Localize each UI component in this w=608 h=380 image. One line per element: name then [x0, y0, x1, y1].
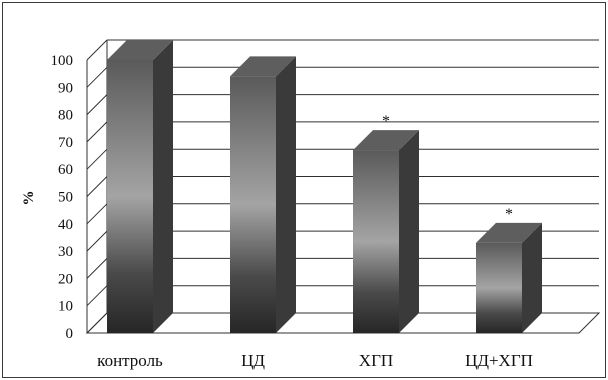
grid-diagonal [86, 176, 108, 197]
grid-diagonal [86, 285, 108, 307]
y-tick-label: 40 [58, 217, 73, 233]
y-tick-label: 30 [58, 244, 73, 260]
bar-top [230, 56, 296, 77]
grid-diagonal [86, 230, 108, 252]
y-tick-label: 80 [58, 108, 73, 124]
y-tick-label: 10 [58, 299, 73, 315]
grid-diagonal [86, 148, 108, 170]
y-tick-label: 50 [58, 190, 73, 206]
grid-diagonal [86, 121, 108, 143]
bar: * [476, 206, 542, 333]
grid-diagonal [86, 66, 108, 88]
grid-diagonal [86, 94, 108, 115]
grid-diagonal [86, 39, 108, 61]
bar-front [353, 150, 399, 333]
bar-side [522, 222, 542, 333]
x-axis-labels: контроль ЦД ХГП ЦД+ХГП [97, 351, 533, 370]
y-tick-label: 90 [58, 80, 73, 96]
significance-marker: * [382, 113, 390, 130]
y-tick-label: 0 [66, 326, 74, 342]
bar [230, 56, 296, 333]
grid-diagonal [86, 203, 108, 225]
grid-diagonal [86, 258, 108, 279]
y-axis-label: % [21, 191, 37, 206]
bar-top [107, 40, 173, 60]
bar-side [399, 130, 419, 333]
significance-marker: * [505, 206, 513, 223]
y-tick-label: 100 [51, 53, 74, 69]
bar-top [476, 222, 542, 243]
bar-front [107, 60, 153, 333]
x-category-label: ХГП [359, 351, 393, 370]
bar-top [353, 130, 419, 151]
bar-front [230, 76, 276, 333]
x-category-label: ЦД [241, 351, 265, 370]
chart-floor [85, 312, 601, 334]
y-axis-ticks: 0 10 20 30 40 50 60 70 80 90 100 [51, 53, 74, 342]
bar [107, 40, 173, 333]
floor-outline [85, 312, 601, 334]
bars: ** [107, 40, 542, 333]
x-category-label: контроль [97, 351, 163, 370]
bar-front [476, 242, 522, 333]
x-category-label: ЦД+ХГП [465, 351, 533, 370]
bar: * [353, 113, 419, 333]
bar-side [276, 56, 296, 333]
y-tick-label: 60 [58, 162, 73, 178]
bar-side [153, 40, 173, 333]
y-tick-label: 70 [58, 135, 73, 151]
y-tick-label: 20 [58, 271, 73, 287]
